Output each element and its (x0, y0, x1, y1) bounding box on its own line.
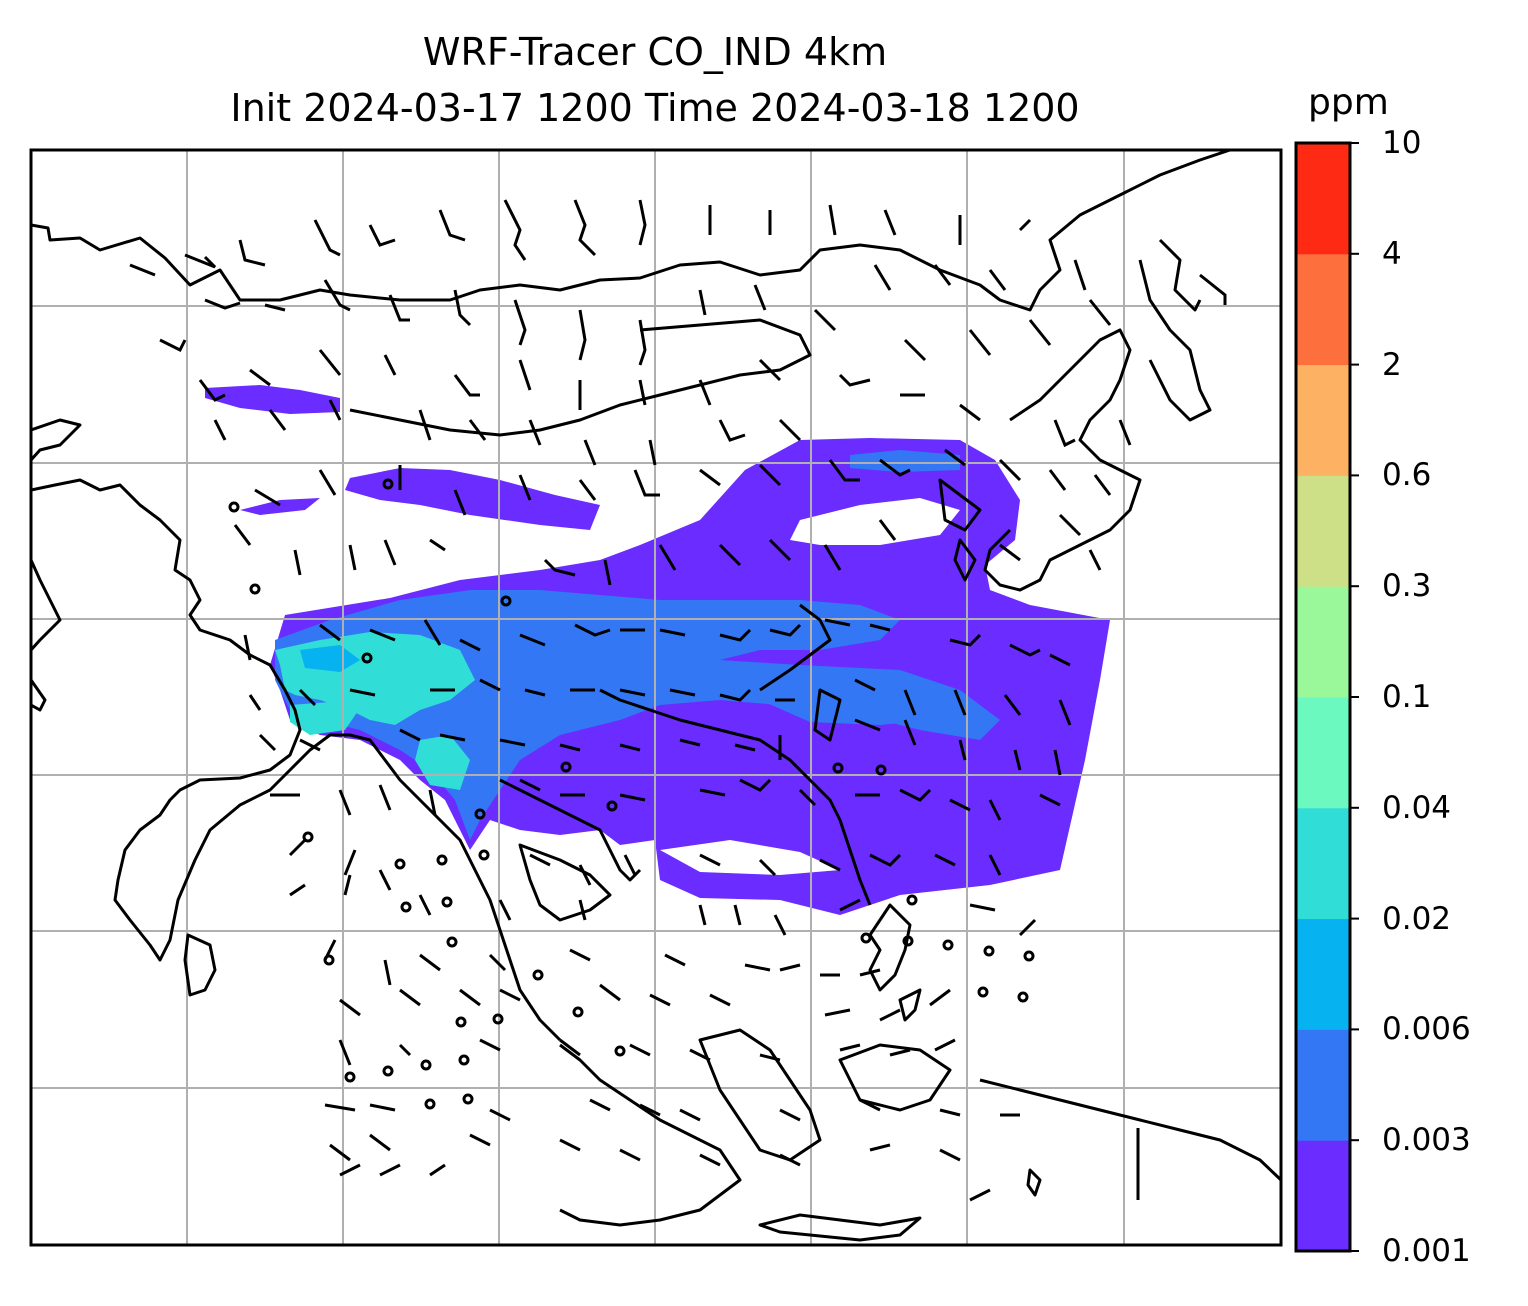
colorbar-tick-label: 4 (1382, 235, 1402, 272)
wind-barbs (129, 199, 1227, 1202)
colorbar-tick-label: 2 (1382, 346, 1402, 383)
calm-wind-markers (228, 478, 1035, 1110)
map-gridlines (31, 150, 1281, 1245)
colorbar-tick-label: 0.1 (1382, 679, 1432, 715)
colorbar-tick-label: 0.04 (1382, 789, 1452, 826)
colorbar-segment (1296, 586, 1350, 698)
colorbar-tick-label: 0.02 (1382, 900, 1452, 937)
colorbar-segment (1296, 807, 1350, 920)
colorbar (1294, 141, 1359, 1253)
colorbar-units: ppm (1308, 82, 1389, 123)
colorbar-segment (1296, 253, 1350, 366)
colorbar-segment (1296, 143, 1350, 255)
colorbar-tick-label: 10 (1382, 125, 1422, 161)
colorbar-tick-label: 0.3 (1382, 568, 1432, 605)
colorbar-segment (1296, 1029, 1350, 1141)
map-title-line2: Init 2024-03-17 1200 Time 2024-03-18 120… (230, 86, 1080, 130)
colorbar-tick-label: 0.001 (1382, 1233, 1471, 1269)
colorbar-tick-label: 0.6 (1382, 457, 1432, 494)
colorbar-segment (1296, 697, 1350, 809)
colorbar-tick-label: 0.006 (1382, 1011, 1471, 1048)
colorbar-segment (1296, 475, 1350, 587)
colorbar-segment (1296, 918, 1350, 1030)
colorbar-segment (1296, 1140, 1350, 1252)
colorbar-tick-label: 0.003 (1382, 1122, 1471, 1159)
colorbar-segment (1296, 364, 1350, 476)
map-frame (29, 148, 1283, 1247)
tracer-plume (205, 385, 1110, 915)
map-title-line1: WRF-Tracer CO_IND 4km (422, 30, 888, 74)
